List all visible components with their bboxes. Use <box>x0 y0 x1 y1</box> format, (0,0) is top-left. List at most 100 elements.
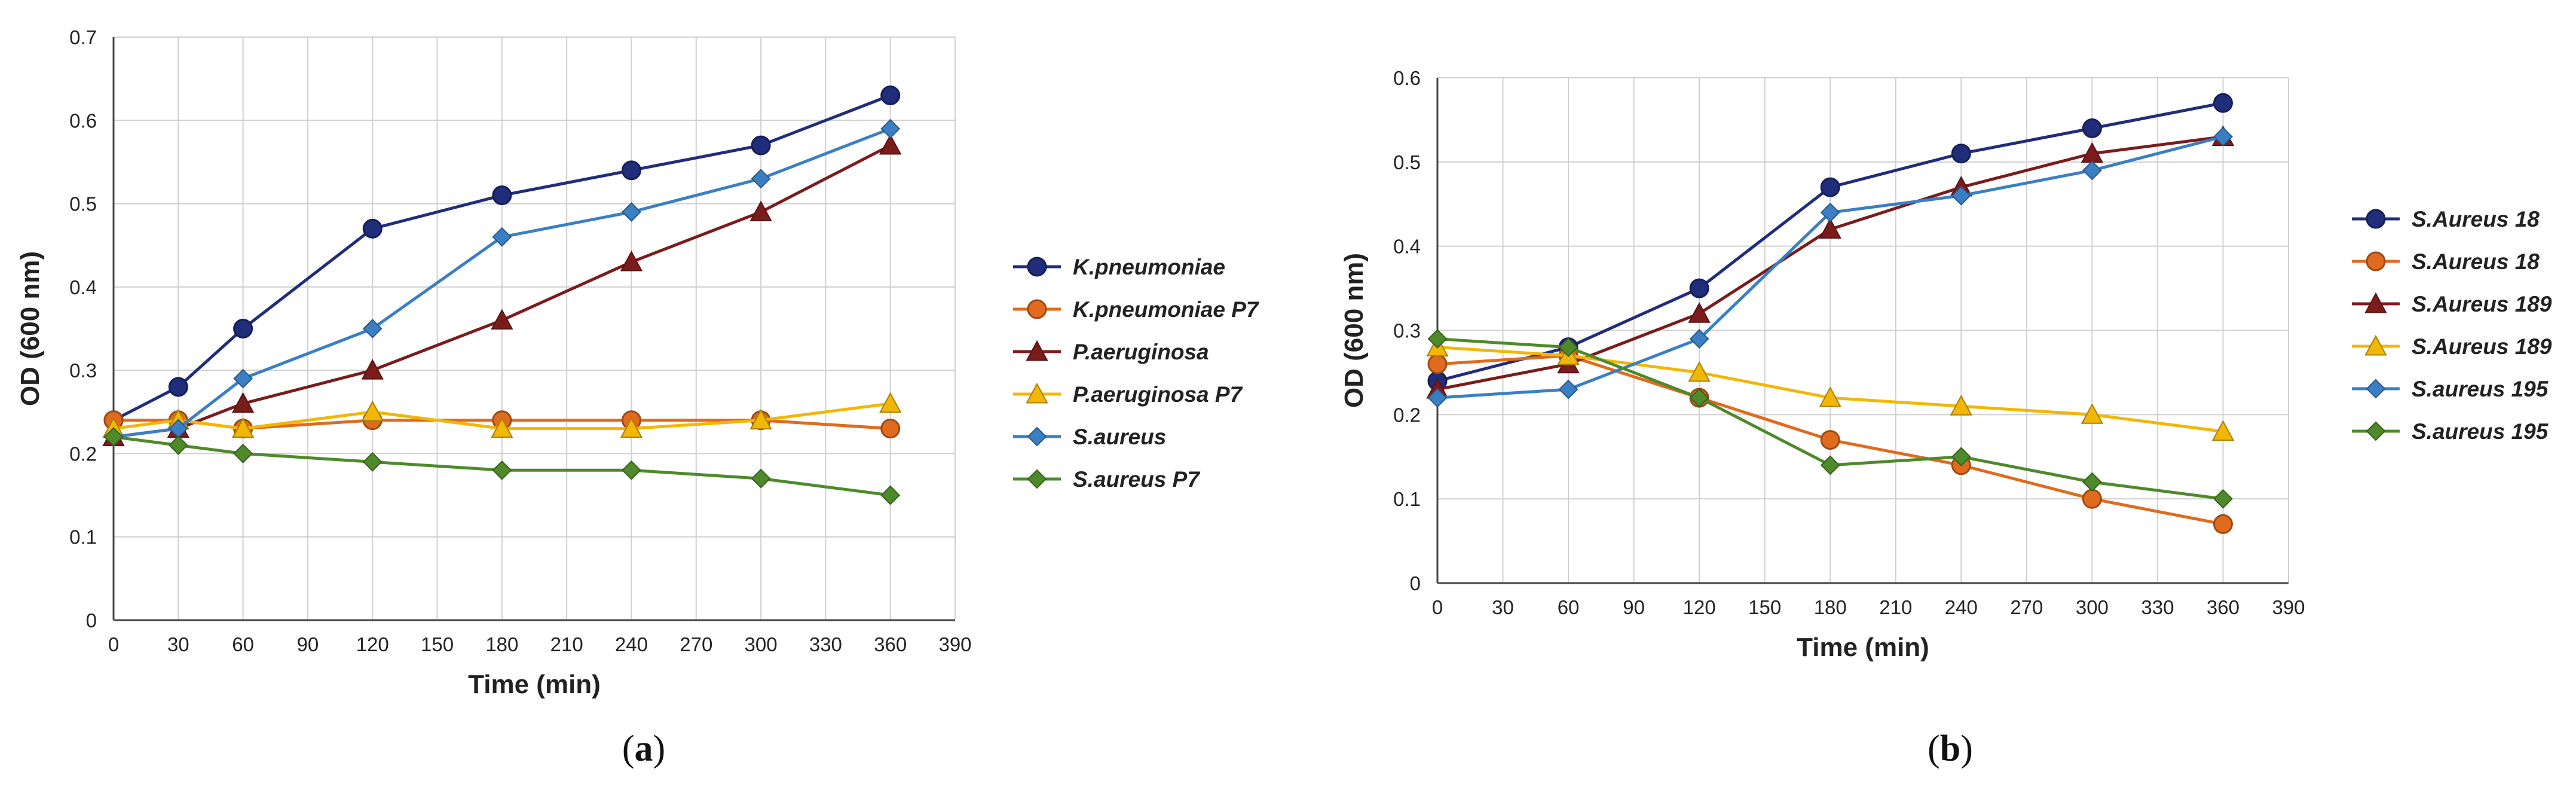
data-point <box>2213 127 2233 147</box>
data-point <box>361 400 384 422</box>
legend-label: P.aeruginosa P7 <box>1073 382 1244 407</box>
data-point <box>1950 395 1972 416</box>
data-point <box>2213 489 2233 509</box>
data-point <box>361 359 384 380</box>
legend-label: K.pneumoniae P7 <box>1073 297 1260 322</box>
y-tick-label: 0.6 <box>69 109 97 132</box>
x-tick-label: 90 <box>297 633 319 655</box>
legend-marker <box>2366 251 2386 272</box>
x-tick-label: 60 <box>232 633 254 655</box>
data-point <box>1820 430 1840 450</box>
x-tick-label: 210 <box>1879 596 1912 618</box>
y-tick-label: 0 <box>1410 572 1421 594</box>
data-point <box>2081 403 2104 424</box>
legend-label: S.Aureus 189 <box>2412 292 2552 316</box>
data-point <box>620 417 643 438</box>
x-tick-label: 120 <box>1683 596 1716 618</box>
data-point <box>1819 386 1841 407</box>
x-tick-label: 390 <box>938 633 971 655</box>
y-tick-label: 0 <box>86 609 97 632</box>
data-point <box>621 160 641 181</box>
data-point <box>1820 202 1840 222</box>
y-tick-label: 0.7 <box>69 26 97 48</box>
series-4 <box>103 118 901 447</box>
x-tick-label: 120 <box>356 633 389 655</box>
x-axis-title: Time (min) <box>1797 633 1929 662</box>
data-point <box>751 169 771 189</box>
data-point <box>233 368 253 389</box>
data-point <box>2213 93 2233 113</box>
data-point <box>1427 354 1448 374</box>
data-point <box>2082 489 2102 509</box>
data-point <box>1820 455 1840 475</box>
legend-marker <box>1026 382 1048 404</box>
x-tick-label: 330 <box>2141 596 2174 618</box>
data-point <box>492 185 512 206</box>
data-point <box>880 419 901 439</box>
legend-entry: S.aureus <box>1013 425 1166 449</box>
data-point <box>880 118 901 139</box>
y-tick-label: 0.5 <box>1393 151 1421 173</box>
data-point <box>1558 379 1578 399</box>
series-line <box>112 94 891 422</box>
data-point <box>1819 218 1841 239</box>
data-point <box>491 417 513 438</box>
legend-entry: S.Aureus 18 <box>2352 249 2540 274</box>
panel-label: (a) <box>622 728 665 769</box>
legend-entry: P.aeruginosa <box>1013 340 1209 364</box>
legend-entry: S.Aureus 189 <box>2352 334 2552 359</box>
x-tick-label: 180 <box>485 633 518 655</box>
series-line <box>113 144 891 439</box>
legend-entry: K.pneumoniae <box>1013 255 1225 279</box>
data-point <box>492 460 512 480</box>
x-tick-label: 150 <box>421 633 454 655</box>
y-tick-label: 0.3 <box>69 359 97 382</box>
y-tick-label: 0.2 <box>1393 404 1421 426</box>
data-point <box>2213 514 2233 534</box>
legend-label: S.aureus 195 <box>2412 377 2549 401</box>
data-point <box>1951 185 1971 206</box>
legend-entry: S.aureus 195 <box>2352 377 2549 401</box>
chart-panel-b: 0 30 60 90 120 150 180 210 240 270 300 330 360 390 0 0.… <box>1339 67 2552 769</box>
legend-marker <box>1027 426 1047 447</box>
data-point <box>620 250 643 272</box>
data-point <box>2082 160 2102 181</box>
series-5 <box>103 427 901 505</box>
data-point <box>751 468 771 489</box>
data-point <box>1951 144 1971 164</box>
x-tick-label: 90 <box>1623 596 1645 618</box>
data-point <box>2082 118 2102 138</box>
data-point <box>1951 447 1971 467</box>
legend-label: S.Aureus 189 <box>2412 334 2552 359</box>
data-point <box>880 485 901 505</box>
data-point <box>1427 388 1448 408</box>
x-tick-label: 270 <box>2010 596 2043 618</box>
legend-label: S.aureus P7 <box>1073 467 1201 492</box>
data-point <box>622 460 641 480</box>
legend-label: K.pneumoniae <box>1073 255 1225 279</box>
legend-marker <box>2366 209 2386 229</box>
data-point <box>879 133 902 155</box>
legend-label: S.aureus <box>1073 425 1166 449</box>
data-point <box>2082 472 2102 492</box>
data-point <box>751 135 771 155</box>
x-tick-label: 330 <box>809 633 842 655</box>
y-tick-label: 0.4 <box>69 276 97 298</box>
data-point <box>879 392 902 413</box>
x-tick-label: 300 <box>745 633 778 655</box>
legend-entry: P.aeruginosa P7 <box>1013 382 1244 407</box>
y-tick-label: 0.3 <box>1393 320 1421 342</box>
data-point <box>1688 302 1711 323</box>
data-point <box>233 444 253 463</box>
x-tick-label: 240 <box>1945 596 1978 618</box>
data-point <box>362 218 383 239</box>
legend-label: S.Aureus 18 <box>2412 207 2540 231</box>
legend-marker <box>2366 421 2386 441</box>
data-point <box>749 408 772 430</box>
x-axis-title: Time (min) <box>468 670 601 699</box>
series-4 <box>1427 127 2233 408</box>
legend-entry: S.Aureus 189 <box>2352 292 2552 316</box>
y-axis-title: OD (600 nm) <box>1339 253 1369 408</box>
legend-entry: S.aureus 195 <box>2352 419 2549 444</box>
data-point <box>880 86 901 105</box>
